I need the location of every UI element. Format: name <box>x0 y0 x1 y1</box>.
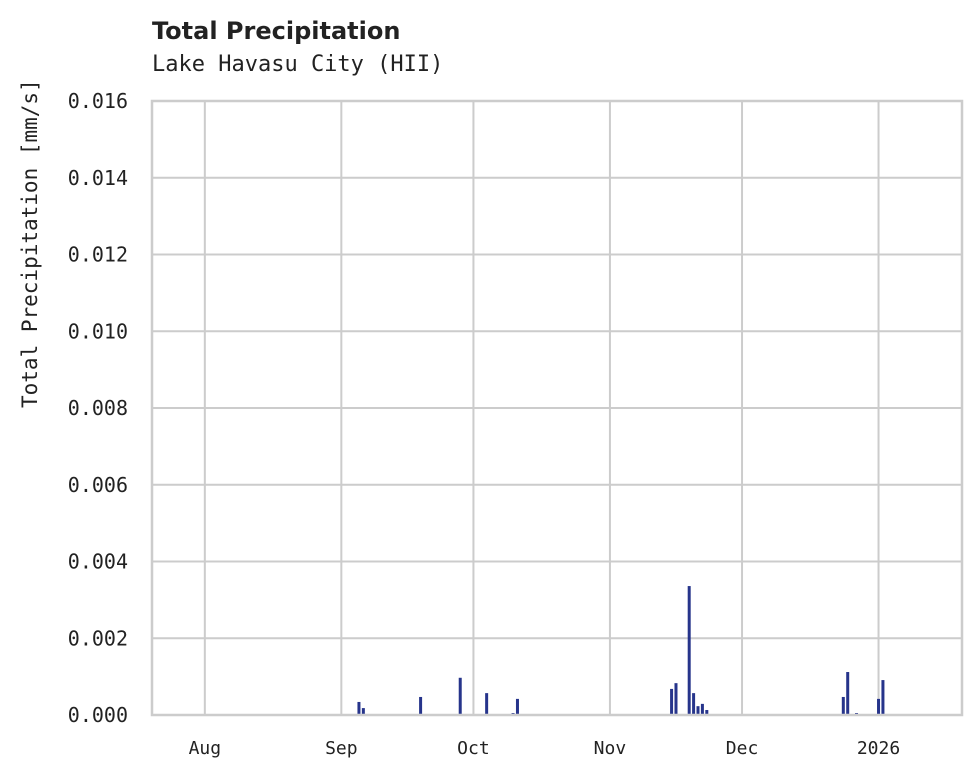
y-axis-label: Total Precipitation [mm/s] <box>18 79 42 408</box>
y-tick-label: 0.016 <box>68 89 128 113</box>
y-tick-label: 0.008 <box>68 396 128 420</box>
precip-bar <box>705 710 709 715</box>
precip-bar <box>692 693 696 715</box>
precip-bar <box>841 696 845 715</box>
precip-bar <box>877 698 881 715</box>
precip-bar <box>419 696 423 715</box>
precip-bar <box>674 683 678 715</box>
precip-bar <box>515 698 519 715</box>
precip-bar <box>361 708 365 715</box>
precip-bar <box>700 703 704 715</box>
x-tick-label: Aug <box>189 738 222 759</box>
y-tick-label: 0.004 <box>68 550 128 574</box>
chart-subtitle: Lake Havasu City (HII) <box>152 52 444 77</box>
y-tick-label: 0.012 <box>68 243 128 267</box>
precip-bar <box>357 701 361 715</box>
x-tick-label: 2026 <box>857 738 900 759</box>
x-tick-label: Nov <box>594 738 627 759</box>
precip-bar <box>846 672 850 715</box>
x-tick-label: Oct <box>457 738 490 759</box>
y-tick-label: 0.000 <box>68 703 128 727</box>
y-tick-label: 0.014 <box>68 166 128 190</box>
y-tick-label: 0.006 <box>68 473 128 497</box>
y-tick-label: 0.002 <box>68 626 128 650</box>
y-tick-label: 0.010 <box>68 319 128 343</box>
x-tick-label: Dec <box>726 738 759 759</box>
precip-bar <box>670 688 674 715</box>
chart-title: Total Precipitation <box>152 17 401 45</box>
plot-frame <box>150 99 964 717</box>
precip-bar <box>485 693 489 715</box>
precip-bar <box>687 586 691 715</box>
precip-bar <box>458 677 462 715</box>
precip-bar <box>696 706 700 715</box>
x-tick-label: Sep <box>325 738 358 759</box>
precip-bar <box>881 680 885 715</box>
